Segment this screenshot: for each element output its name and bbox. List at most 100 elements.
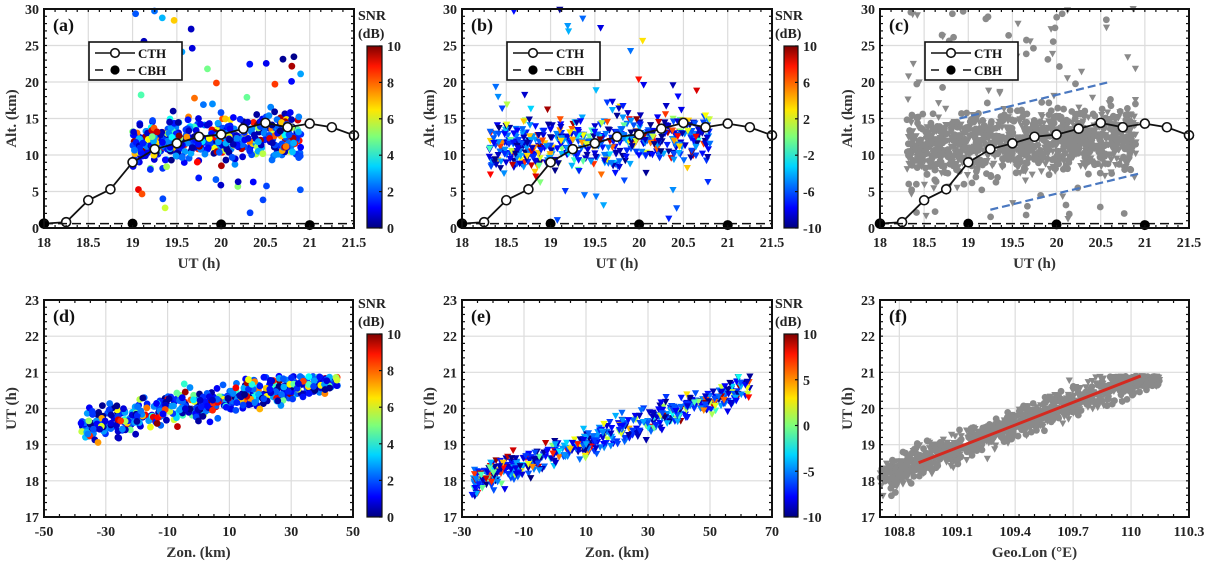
cbh-marker	[216, 219, 227, 230]
data-point	[486, 171, 495, 179]
data-point	[991, 446, 999, 453]
data-point	[260, 373, 268, 381]
colorbar-tick-label: 0	[387, 222, 394, 237]
colorbar-unit: (dB)	[358, 315, 385, 330]
data-point	[1055, 414, 1063, 422]
colorbar-tick-label: -6	[803, 186, 815, 201]
data-point	[939, 84, 946, 91]
data-point	[955, 157, 963, 164]
data-point	[178, 394, 186, 402]
data-point	[1104, 396, 1111, 403]
data-point	[555, 453, 563, 461]
data-point	[1101, 152, 1109, 160]
data-point	[246, 209, 254, 217]
cth-marker	[589, 138, 601, 149]
data-point	[1005, 31, 1013, 39]
panel-label: (c)	[889, 15, 909, 36]
data-point	[523, 140, 531, 147]
data-point	[1059, 420, 1067, 428]
data-point	[592, 193, 600, 201]
data-point	[694, 126, 703, 134]
data-point	[619, 417, 627, 424]
data-point	[1084, 404, 1092, 411]
data-point	[543, 106, 552, 114]
colorbar-tick-label: 2	[387, 186, 394, 201]
data-point	[1088, 94, 1097, 102]
data-point	[706, 140, 714, 148]
data-point	[973, 157, 981, 165]
x-tick-label: 21.5	[760, 236, 785, 251]
data-point	[575, 157, 583, 164]
data-point	[508, 147, 516, 155]
y-tick-label: 15	[443, 113, 457, 128]
data-point	[1126, 382, 1134, 390]
cth-marker	[1161, 121, 1173, 133]
data-point	[539, 132, 547, 139]
data-point	[652, 421, 660, 429]
data-point	[204, 65, 211, 73]
data-point	[209, 396, 216, 404]
data-point	[1126, 154, 1134, 161]
data-point	[1130, 113, 1138, 121]
data-point	[923, 170, 931, 178]
data-point	[236, 115, 244, 123]
data-point	[193, 158, 201, 166]
data-point	[891, 466, 900, 474]
data-point	[587, 158, 595, 166]
data-point	[501, 146, 509, 154]
data-point	[583, 151, 591, 159]
data-point	[584, 146, 592, 154]
data-point	[928, 470, 936, 478]
data-point	[984, 13, 992, 21]
data-point	[930, 185, 938, 192]
legend-cth-marker	[527, 47, 539, 59]
data-point	[289, 395, 297, 403]
grid	[44, 300, 353, 517]
data-point	[642, 152, 650, 159]
legend-box	[88, 41, 183, 81]
data-point	[703, 134, 711, 142]
data-point	[556, 116, 564, 123]
data-point	[737, 391, 745, 399]
data-point	[497, 158, 505, 166]
data-point	[217, 181, 225, 189]
data-point	[957, 140, 965, 147]
data-point	[920, 445, 927, 453]
data-point	[709, 388, 717, 396]
data-point	[1118, 398, 1126, 406]
data-point	[1017, 148, 1024, 156]
data-point	[507, 475, 515, 482]
data-point	[633, 116, 641, 123]
data-point	[514, 145, 522, 152]
data-point	[591, 437, 599, 445]
y-tick-label: 25	[861, 40, 875, 55]
data-point	[78, 428, 86, 435]
data-point	[580, 437, 588, 444]
data-point	[674, 133, 682, 140]
data-point	[1023, 36, 1030, 44]
data-point	[912, 180, 920, 188]
data-point	[253, 111, 261, 118]
data-point	[968, 117, 976, 124]
data-point	[704, 146, 713, 153]
data-point	[714, 393, 723, 401]
data-point	[690, 405, 698, 412]
data-point	[495, 130, 503, 138]
data-point	[665, 215, 673, 223]
data-point	[632, 148, 640, 156]
data-point	[1098, 111, 1106, 119]
data-point	[1014, 432, 1022, 440]
cth-marker	[700, 121, 711, 133]
data-point	[973, 146, 981, 154]
data-point	[519, 129, 527, 137]
data-point	[557, 137, 565, 145]
data-point	[584, 430, 593, 437]
cth-marker	[722, 118, 734, 129]
data-point	[983, 455, 991, 463]
y-tick-label: 10	[861, 149, 875, 164]
data-point	[628, 143, 636, 150]
data-point	[221, 115, 229, 123]
data-point	[1048, 156, 1056, 164]
data-point	[607, 160, 616, 167]
data-point	[608, 98, 617, 106]
